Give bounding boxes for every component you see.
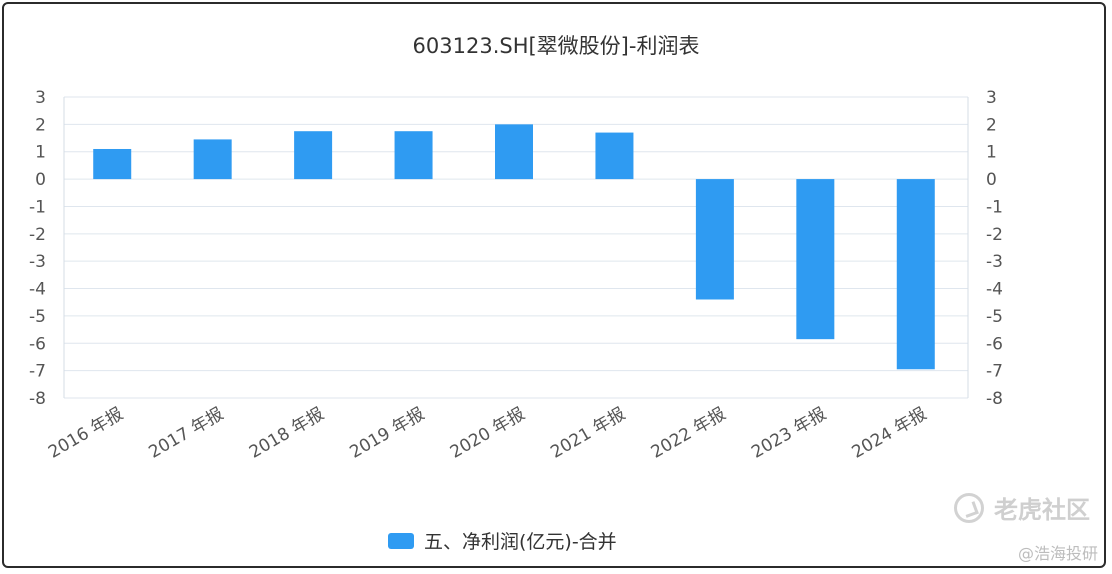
y-axis-right: 3 2 1 0 -1 -2 -3 -4 -5 -6 -7 -8: [986, 88, 1003, 409]
y-tick-right: -2: [986, 225, 1003, 245]
bar-2[interactable]: [294, 131, 333, 180]
bar-1[interactable]: [193, 139, 232, 180]
y-tick-right: 2: [986, 115, 997, 135]
tiger-logo-icon: [954, 492, 984, 523]
legend-label: 五、净利润(亿元)-合并: [424, 531, 617, 553]
y-tick-right: -8: [986, 389, 1003, 409]
y-tick-right: -5: [986, 307, 1003, 327]
y-tick-right: -6: [986, 334, 1003, 354]
bar-0[interactable]: [93, 148, 132, 180]
legend-swatch: [388, 532, 414, 549]
y-tick-right: -3: [986, 252, 1003, 272]
bar-5[interactable]: [595, 132, 634, 180]
x-tick-label: 2023 年报: [748, 404, 830, 463]
watermark: 老虎社区: [954, 490, 1090, 525]
y-tick-left: -1: [29, 197, 46, 217]
y-tick-left: 0: [35, 170, 46, 190]
bar-8[interactable]: [896, 179, 935, 370]
y-tick-right: -7: [986, 362, 1003, 382]
bar-3[interactable]: [394, 131, 433, 180]
x-tick-label: 2017 年报: [146, 404, 228, 463]
y-tick-left: 1: [35, 143, 46, 163]
bar-6[interactable]: [695, 179, 734, 300]
x-tick-label: 2024 年报: [849, 404, 931, 463]
y-axis-left: 3 2 1 0 -1 -2 -3 -4 -5 -6 -7 -8: [29, 88, 46, 409]
bars: [93, 124, 935, 370]
y-tick-right: 0: [986, 170, 997, 190]
watermark-author: @浩海投研: [1017, 544, 1098, 563]
x-tick-label: 2022 年报: [648, 404, 730, 463]
y-tick-right: 3: [986, 88, 997, 108]
bar-4[interactable]: [495, 124, 533, 180]
y-tick-left: 3: [35, 88, 46, 108]
x-tick-label: 2021 年报: [547, 404, 629, 463]
x-axis-categories: 2016 年报 2017 年报 2018 年报 2019 年报 2020 年报 2021 …: [45, 404, 930, 463]
watermark-brand: 老虎社区: [994, 496, 1090, 524]
x-tick-label: 2020 年报: [447, 404, 529, 463]
y-tick-left: -5: [29, 307, 46, 327]
chart-title: 603123.SH[翠微股份]-利润表: [412, 34, 700, 58]
y-tick-left: -8: [29, 389, 46, 409]
y-tick-left: -4: [29, 280, 46, 300]
y-tick-right: 1: [986, 143, 997, 163]
y-tick-left: -7: [29, 362, 46, 382]
y-tick-left: -2: [29, 225, 46, 245]
y-tick-left: -6: [29, 334, 46, 354]
x-tick-label: 2019 年报: [346, 404, 428, 463]
y-tick-left: -3: [29, 252, 46, 272]
legend[interactable]: 五、净利润(亿元)-合并: [388, 527, 617, 554]
y-tick-left: 2: [35, 115, 46, 135]
y-tick-right: -1: [986, 197, 1003, 217]
x-tick-label: 2016 年报: [45, 404, 127, 463]
x-tick-label: 2018 年报: [246, 404, 328, 463]
bar-7[interactable]: [796, 179, 835, 340]
chart-frame: [2, 2, 1106, 568]
y-tick-right: -4: [986, 280, 1003, 300]
